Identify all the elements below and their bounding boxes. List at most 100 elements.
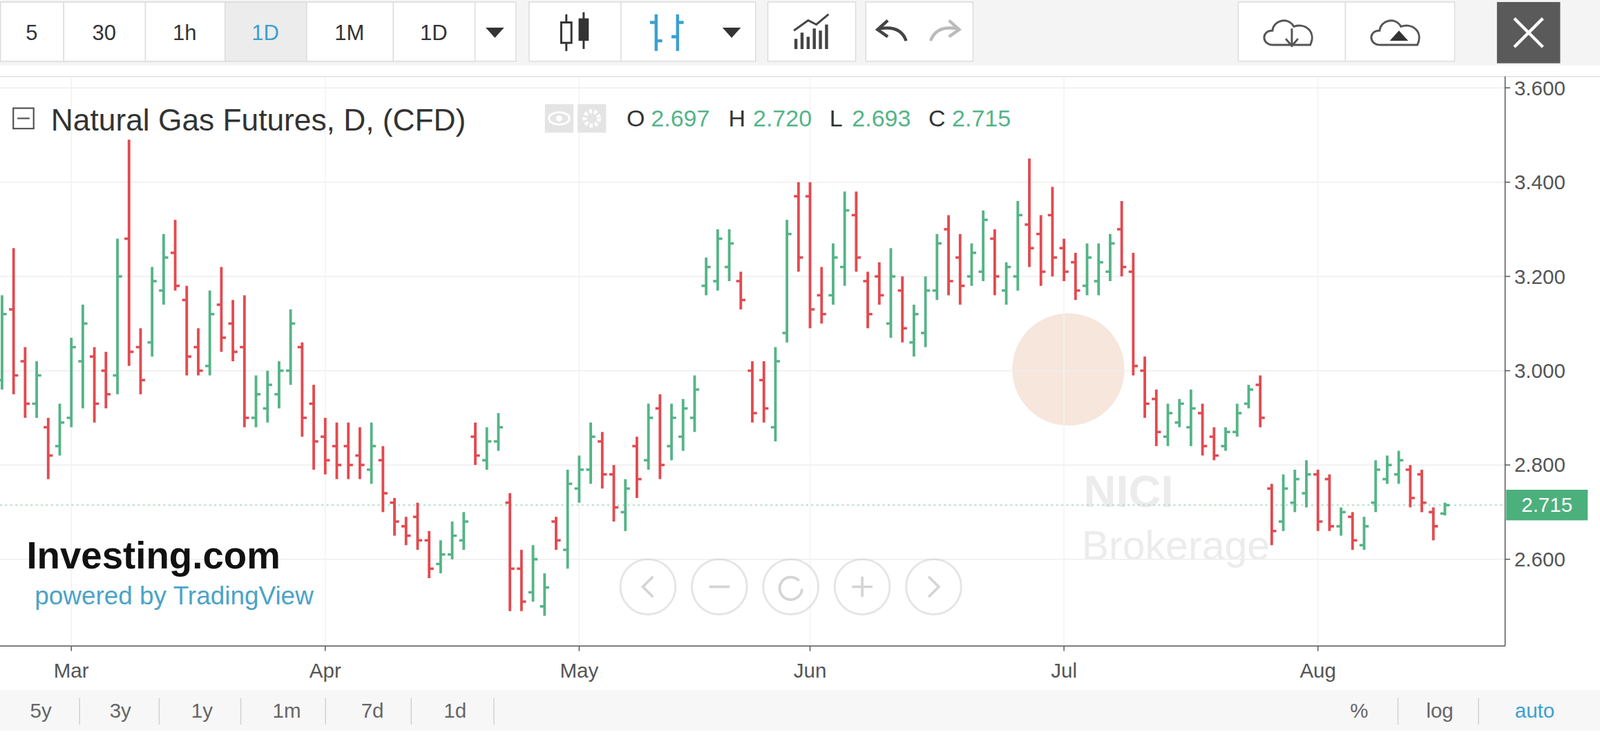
- ohlc-bar: [678, 399, 688, 452]
- ohlc-bar: [470, 422, 480, 465]
- nav-button[interactable]: [906, 559, 962, 615]
- settings-button[interactable]: [577, 104, 606, 133]
- range-button[interactable]: 1m: [272, 699, 302, 722]
- bar-open: [147, 341, 153, 345]
- bar-close: [694, 388, 700, 392]
- eye-button[interactable]: [545, 104, 574, 133]
- ohlc-bar: [840, 191, 850, 286]
- bar-range: [381, 446, 385, 513]
- interval-button[interactable]: [393, 2, 475, 62]
- scale-button[interactable]: %: [1349, 699, 1368, 722]
- price-tag-label: 2.715: [1521, 493, 1573, 517]
- candle-button[interactable]: [529, 2, 622, 62]
- bar-open: [874, 274, 880, 278]
- grid-line: [324, 76, 326, 646]
- ohlc-bar: [1220, 427, 1230, 452]
- interval-button[interactable]: [0, 2, 65, 62]
- bar-close: [348, 463, 354, 467]
- download-button[interactable]: [1237, 2, 1346, 62]
- scale-button[interactable]: auto: [1515, 699, 1555, 722]
- interval-button[interactable]: [225, 2, 307, 62]
- bar-open: [782, 331, 787, 335]
- range-button[interactable]: 1d: [443, 699, 467, 722]
- interval-label[interactable]: 1h: [172, 20, 197, 45]
- bar-close: [890, 274, 896, 278]
- ohlc-bar: [1325, 474, 1335, 532]
- collapse-icon[interactable]: [13, 108, 34, 130]
- bars: [0, 139, 1506, 616]
- bar-close: [556, 539, 561, 543]
- interval-label[interactable]: 1D: [420, 20, 448, 45]
- range-button[interactable]: 5y: [29, 699, 52, 722]
- bar-open: [759, 379, 765, 383]
- bar-close: [1352, 539, 1358, 543]
- bar-button[interactable]: [621, 2, 756, 62]
- bar-open: [736, 279, 742, 283]
- bar-close: [1421, 501, 1427, 505]
- bar-open: [1070, 261, 1076, 264]
- bar-open: [263, 406, 269, 410]
- ohlc-bar: [297, 342, 307, 437]
- upload-button[interactable]: [1345, 2, 1455, 62]
- bar-open: [909, 341, 914, 345]
- bar-open: [1128, 270, 1134, 274]
- bar-close: [463, 520, 469, 523]
- close-button[interactable]: [1497, 2, 1561, 64]
- interval-button[interactable]: [63, 2, 146, 62]
- close-icon[interactable]: [1514, 18, 1543, 47]
- ohlc-bar: [378, 446, 388, 513]
- ohlc-bar: [1048, 187, 1057, 278]
- interval-label[interactable]: 1M: [334, 20, 365, 45]
- redo-icon[interactable]: [930, 20, 959, 42]
- indicator-button[interactable]: [767, 2, 856, 62]
- separator: [493, 698, 494, 725]
- range-button[interactable]: 7d: [361, 699, 385, 722]
- bar-close: [151, 279, 157, 283]
- nav-button[interactable]: [620, 559, 676, 615]
- bar-range: [1050, 187, 1054, 278]
- price-line: [0, 504, 1506, 506]
- icon: [556, 115, 563, 122]
- scale-button[interactable]: log: [1425, 699, 1453, 722]
- interval-label[interactable]: 5: [25, 20, 38, 45]
- bar-open: [170, 251, 176, 255]
- x-tick: [1317, 645, 1319, 651]
- bar-range: [335, 422, 339, 480]
- bar-range: [762, 361, 766, 423]
- interval-button[interactable]: [145, 2, 225, 62]
- undo-icon[interactable]: [877, 20, 906, 42]
- bar-range: [808, 182, 812, 329]
- nav-button[interactable]: [763, 559, 819, 615]
- bar-close: [544, 586, 550, 590]
- range-button[interactable]: 3y: [109, 699, 132, 722]
- bar-open: [724, 265, 730, 269]
- bar-open: [355, 454, 360, 458]
- dropdown-arrow[interactable]: [485, 27, 505, 38]
- bar-close: [775, 359, 780, 363]
- axes: 2.6002.8003.0003.2003.4003.600MarAprMayJ…: [0, 76, 1588, 682]
- x-tick-label: Aug: [1299, 659, 1337, 682]
- ohlc-bar: [1244, 384, 1254, 409]
- bar-close: [1041, 270, 1046, 274]
- range-button[interactable]: 1y: [191, 699, 213, 722]
- interval-button[interactable]: [306, 2, 394, 62]
- ohlc-label: L: [829, 105, 843, 132]
- ohlc-bar: [1290, 469, 1300, 512]
- bar-close: [902, 326, 908, 330]
- bar-open: [1186, 426, 1192, 430]
- ohlc-bar: [1151, 389, 1161, 447]
- bar-open: [655, 406, 661, 410]
- nav-button[interactable]: [691, 559, 747, 615]
- bar-close: [406, 534, 412, 538]
- interval-label[interactable]: 30: [91, 20, 116, 45]
- undo-redo-button[interactable]: [865, 2, 973, 62]
- nav-button[interactable]: [834, 559, 890, 615]
- interval-label[interactable]: 1D: [251, 20, 280, 45]
- icon: [1389, 30, 1409, 41]
- bar-close: [1306, 473, 1312, 476]
- dropdown-arrow[interactable]: [722, 27, 742, 38]
- ohlc-bar: [366, 422, 376, 485]
- bar-range: [1039, 214, 1043, 286]
- ohlc-bar: [308, 384, 318, 470]
- bar-range: [312, 384, 316, 470]
